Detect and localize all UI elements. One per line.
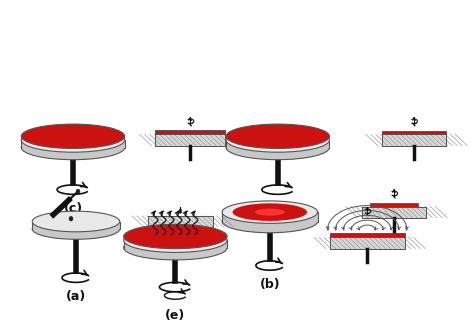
Ellipse shape [222,210,318,233]
Ellipse shape [21,135,125,160]
Ellipse shape [255,209,285,216]
Ellipse shape [226,128,329,152]
Polygon shape [21,140,125,147]
Ellipse shape [21,124,125,148]
Text: (a): (a) [66,290,86,303]
Polygon shape [21,136,125,140]
Ellipse shape [222,201,318,223]
Ellipse shape [124,236,227,260]
Text: (c): (c) [64,202,82,215]
FancyBboxPatch shape [382,134,446,146]
FancyBboxPatch shape [330,237,404,249]
Ellipse shape [69,216,73,221]
Polygon shape [32,222,120,229]
Polygon shape [226,140,329,147]
Text: (d): (d) [267,202,288,215]
Ellipse shape [76,189,80,194]
FancyBboxPatch shape [362,206,427,218]
FancyBboxPatch shape [382,131,446,134]
Polygon shape [124,236,227,240]
Ellipse shape [21,128,125,152]
Ellipse shape [233,204,307,221]
Polygon shape [124,240,227,248]
Ellipse shape [32,211,120,232]
Ellipse shape [226,135,329,160]
Ellipse shape [124,224,227,249]
Text: (b): (b) [259,278,280,291]
Ellipse shape [124,228,227,252]
FancyBboxPatch shape [330,233,404,237]
FancyBboxPatch shape [155,134,225,146]
Ellipse shape [226,124,329,148]
Ellipse shape [32,219,120,239]
Text: (e): (e) [165,308,185,322]
Ellipse shape [179,209,182,213]
Polygon shape [226,136,329,140]
FancyBboxPatch shape [148,216,213,227]
Polygon shape [222,212,318,222]
FancyBboxPatch shape [155,130,225,134]
FancyBboxPatch shape [370,203,419,206]
